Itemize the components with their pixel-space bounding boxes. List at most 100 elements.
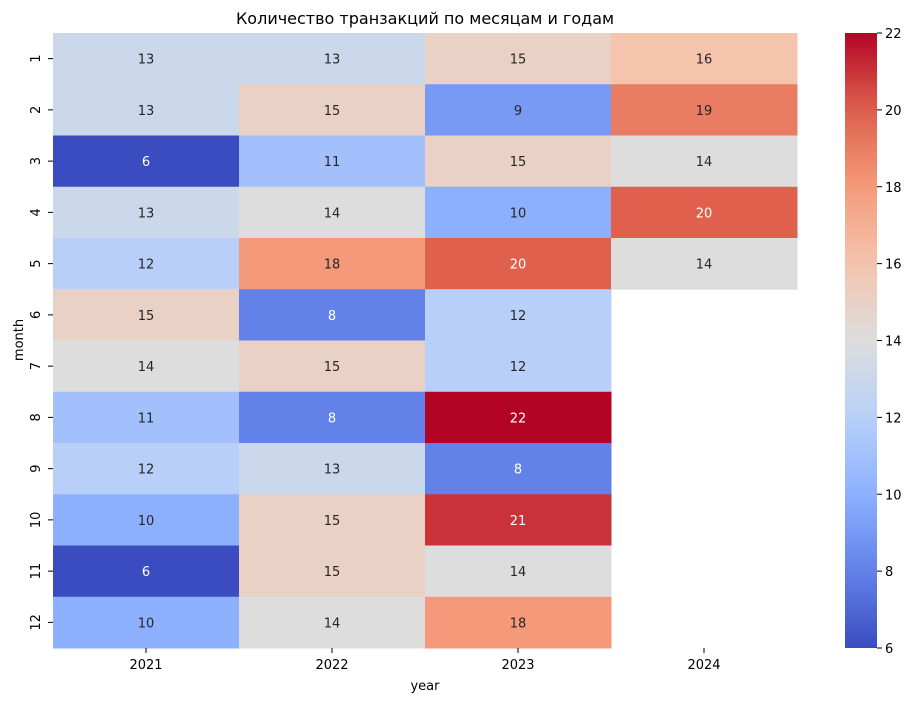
heatmap-cell — [611, 84, 798, 136]
heatmap-cell — [425, 340, 612, 393]
cell-value-label: 8 — [328, 411, 336, 426]
y-tick-label: 11 — [29, 563, 44, 580]
cell-value-label: 15 — [324, 104, 341, 119]
cell-value-label: 16 — [696, 53, 713, 68]
cell-value-label: 15 — [510, 155, 527, 170]
heatmap-cell — [53, 340, 240, 393]
cell-value-label: 13 — [138, 104, 155, 119]
cell-labels: 13 13 15 16 13 15 9 19 6 11 15 14 13 14 10 20 12 18 20 14 15… — [138, 53, 713, 632]
cell-value-label: 13 — [324, 463, 341, 478]
heatmap-cell — [239, 33, 426, 85]
heatmap-cell — [239, 135, 426, 188]
heatmap-cell — [239, 84, 426, 136]
heatmap-cell — [425, 391, 612, 444]
cell-value-label: 15 — [324, 565, 341, 580]
cell-value-label: 14 — [324, 616, 341, 631]
heatmap-cell — [53, 186, 240, 239]
heatmap-cell — [611, 186, 798, 239]
y-tick-label: 1 — [29, 54, 44, 62]
heatmap-cell — [425, 596, 612, 649]
cell-value-label: 13 — [324, 53, 341, 68]
heatmap-cell — [53, 391, 240, 444]
heatmap-cell — [53, 596, 240, 649]
colorbar-tick-label: 20 — [885, 104, 902, 119]
cell-value-label: 15 — [324, 514, 341, 529]
heatmap-cell — [425, 289, 612, 341]
heatmap-cell — [611, 238, 798, 290]
cell-value-label: 9 — [514, 104, 522, 119]
cell-value-label: 15 — [138, 309, 155, 324]
heatmap-cell — [239, 340, 426, 393]
heatmap-cell — [53, 494, 240, 546]
heatmap-cell — [425, 84, 612, 136]
colorbar-tick-label: 16 — [885, 258, 902, 273]
y-axis-label: month — [12, 319, 27, 361]
heatmap-cell — [53, 135, 240, 188]
colorbar-tick-label: 6 — [885, 642, 893, 657]
y-tick-label: 4 — [29, 208, 44, 216]
heatmap-cell — [239, 443, 426, 495]
cell-value-label: 14 — [696, 258, 713, 273]
heatmap-cell — [239, 391, 426, 444]
heatmap-cell — [53, 545, 240, 598]
x-tick-label: 2022 — [315, 658, 348, 673]
cell-value-label: 10 — [510, 206, 527, 221]
cell-value-label: 12 — [138, 258, 155, 273]
cell-value-label: 11 — [138, 411, 155, 426]
cell-value-label: 12 — [510, 360, 527, 375]
heatmap-cell — [239, 596, 426, 649]
y-tick-label: 7 — [29, 362, 44, 370]
heatmap-cell — [611, 135, 798, 188]
y-tick-label: 2 — [29, 106, 44, 114]
colorbar-tick-label: 14 — [885, 335, 902, 350]
cell-value-label: 6 — [142, 155, 150, 170]
heatmap-cell — [425, 33, 612, 85]
cell-value-label: 13 — [138, 206, 155, 221]
heatmap-cell — [53, 33, 240, 85]
cell-value-label: 10 — [138, 616, 155, 631]
x-axis: 2021 2022 2023 2024 — [129, 648, 721, 673]
y-tick-label: 5 — [29, 259, 44, 267]
colorbar-tick-label: 12 — [885, 411, 902, 426]
y-tick-label: 6 — [29, 311, 44, 319]
heatmap-cell — [239, 186, 426, 239]
colorbar — [845, 33, 877, 648]
x-tick-label: 2023 — [501, 658, 534, 673]
cell-value-label: 20 — [696, 206, 713, 221]
cell-value-label: 18 — [324, 258, 341, 273]
y-tick-label: 12 — [29, 614, 44, 631]
chart-title: Количество транзакций по месяцам и годам — [236, 9, 614, 28]
cell-value-label: 8 — [328, 309, 336, 324]
heatmap-cell — [53, 443, 240, 495]
colorbar-tick-label: 18 — [885, 181, 902, 196]
cell-value-label: 10 — [138, 514, 155, 529]
cell-value-label: 14 — [324, 206, 341, 221]
heatmap-cell — [239, 494, 426, 546]
heatmap-cell — [425, 238, 612, 290]
cell-value-label: 21 — [510, 514, 527, 529]
cell-value-label: 12 — [510, 309, 527, 324]
cell-value-label: 20 — [510, 258, 527, 273]
cell-value-label: 18 — [510, 616, 527, 631]
cell-value-label: 14 — [510, 565, 527, 580]
cell-value-label: 19 — [696, 104, 713, 119]
y-tick-label: 3 — [29, 157, 44, 165]
cell-value-label: 8 — [514, 463, 522, 478]
colorbar-tick-label: 10 — [885, 488, 902, 503]
cell-value-label: 14 — [138, 360, 155, 375]
heatmap-cells — [53, 33, 798, 649]
cell-value-label: 14 — [696, 155, 713, 170]
heatmap-cell — [239, 289, 426, 341]
cell-value-label: 12 — [138, 463, 155, 478]
colorbar-tick-label: 8 — [885, 565, 893, 580]
cell-value-label: 13 — [138, 53, 155, 68]
cell-value-label: 15 — [324, 360, 341, 375]
x-tick-label: 2024 — [687, 658, 720, 673]
heatmap-cell — [425, 443, 612, 495]
cell-value-label: 11 — [324, 155, 341, 170]
cell-value-label: 22 — [510, 411, 527, 426]
x-axis-label: year — [410, 679, 440, 694]
x-tick-label: 2021 — [129, 658, 162, 673]
heatmap-cell — [53, 238, 240, 290]
